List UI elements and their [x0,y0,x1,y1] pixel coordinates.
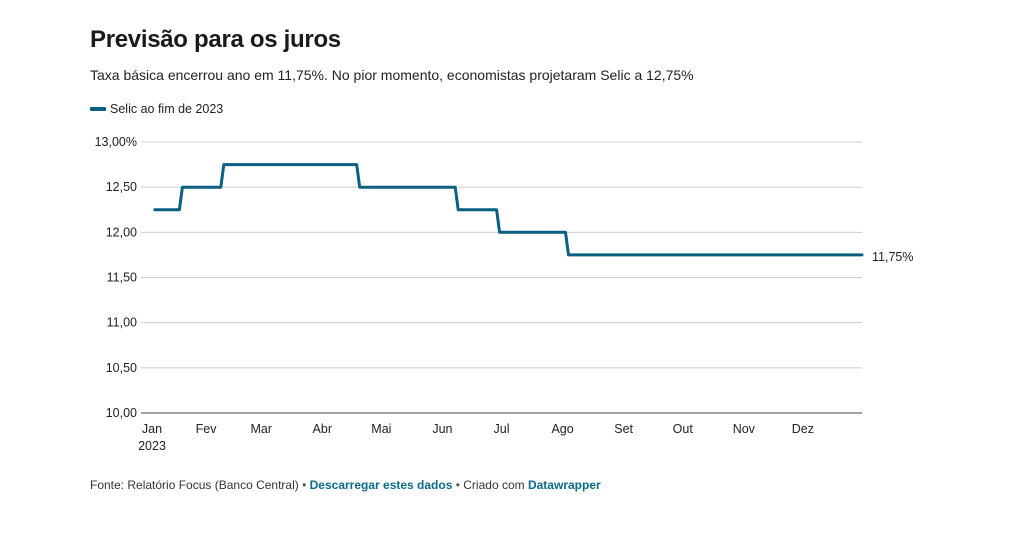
y-tick-label: 10,50 [106,361,137,375]
footer: Fonte: Relatório Focus (Banco Central) •… [90,478,601,492]
x-tick-label: Set [614,422,633,436]
chart-subtitle: Taxa básica encerrou ano em 11,75%. No p… [90,67,694,83]
chart-title: Previsão para os juros [90,26,341,53]
datawrapper-link[interactable]: Datawrapper [527,478,601,492]
y-tick-label: 13,00% [95,135,137,149]
x-tick-label: Out [673,422,694,436]
source-text: Fonte: Relatório Focus (Banco Central) [90,478,299,492]
legend-label: Selic ao fim de 2023 [110,102,224,116]
x-tick-label: Fev [196,422,218,436]
x-tick-label: Jun [432,422,452,436]
y-tick-label: 11,50 [107,271,137,285]
x-tick-label: Dez [792,422,814,436]
x-tick-label: Ago [551,422,573,436]
end-value-label: 11,75% [872,250,913,264]
legend-swatch [90,107,106,111]
legend: Selic ao fim de 2023 [90,102,223,116]
y-tick-label: 12,50 [106,180,137,194]
y-tick-label: 12,00 [106,225,137,239]
x-tick-label: Jul [494,422,510,436]
x-tick-year-label: 2023 [138,439,166,453]
x-tick-label: Jan [142,422,162,436]
created-with-text: Criado com [463,478,525,492]
x-tick-label: Mar [250,422,272,436]
separator: • [298,478,310,492]
x-tick-label: Abr [313,422,332,436]
x-tick-label: Nov [733,422,756,436]
y-tick-label: 10,00 [106,406,137,420]
separator: • [452,478,464,492]
x-tick-label: Mai [371,422,391,436]
y-tick-label: 11,00 [107,316,137,330]
series-line [153,163,864,257]
download-data-link[interactable]: Descarregar estes dados [309,478,453,492]
